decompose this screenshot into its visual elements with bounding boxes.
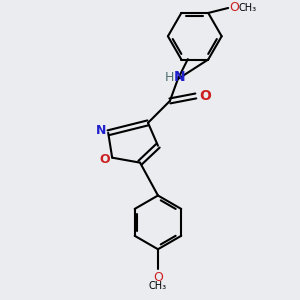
Text: O: O [99, 153, 110, 166]
Text: CH₃: CH₃ [238, 3, 256, 13]
Text: O: O [153, 271, 163, 284]
Text: CH₃: CH₃ [149, 281, 167, 291]
Text: H: H [165, 70, 175, 83]
Text: O: O [199, 89, 211, 103]
Text: N: N [96, 124, 106, 137]
Text: O: O [229, 2, 239, 14]
Text: N: N [174, 70, 186, 84]
